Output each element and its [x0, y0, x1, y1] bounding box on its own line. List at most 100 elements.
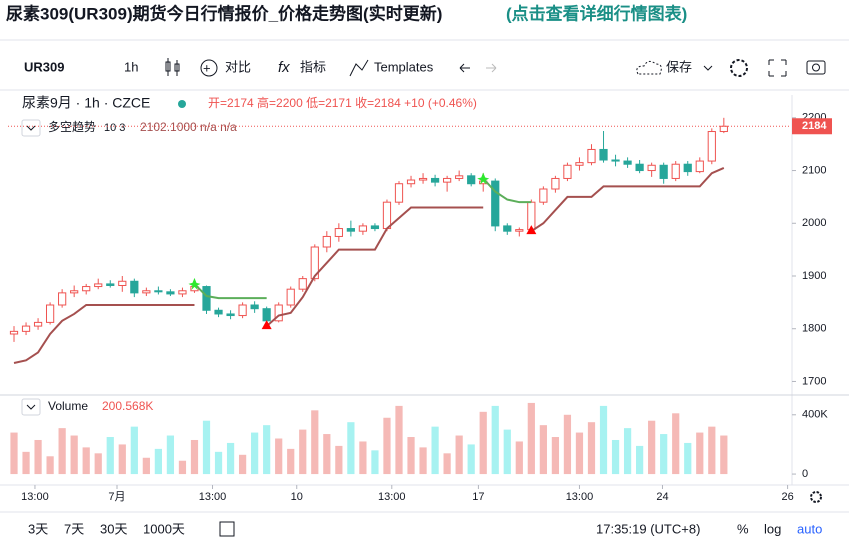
x-tick-label: 26 — [781, 491, 793, 503]
volume-name: Volume — [48, 399, 88, 413]
candle-body — [178, 290, 187, 295]
buy-signal — [261, 320, 272, 330]
candle-body — [719, 125, 728, 133]
percent[interactable]: % — [737, 521, 749, 536]
range[interactable]: 1000天 — [143, 521, 185, 536]
plus: + — [203, 60, 211, 75]
candle-body — [587, 148, 596, 164]
volume-bar — [672, 413, 680, 475]
symbol[interactable]: UR309 — [24, 59, 64, 74]
x-tick-label: 24 — [656, 491, 668, 503]
trend-line — [193, 283, 267, 300]
candle-body — [406, 179, 416, 185]
log[interactable]: log — [764, 521, 781, 536]
undo[interactable] — [459, 63, 470, 73]
volume-bar — [106, 437, 114, 475]
x-tick-label: 7月 — [108, 491, 125, 503]
range[interactable]: 30天 — [100, 521, 127, 536]
candle-icon[interactable] — [165, 58, 180, 76]
interval[interactable]: 1h — [124, 59, 138, 74]
compare-icon[interactable] — [200, 59, 218, 77]
legend-symbol: 尿素9月 · 1h · CZCE — [22, 95, 150, 111]
x-tick-label: 13:00 — [21, 491, 49, 503]
save[interactable]: 保存 — [666, 59, 692, 74]
trend-line — [266, 206, 484, 327]
volume-bar — [58, 428, 66, 475]
candle-body — [575, 162, 584, 166]
compare[interactable]: 对比 — [225, 59, 251, 74]
candle-body — [647, 164, 656, 172]
fullscreen[interactable] — [768, 59, 787, 77]
candle-body — [130, 280, 139, 294]
y-tick-label: 1800 — [802, 323, 826, 335]
indicators[interactable]: 指标 — [300, 59, 326, 74]
x-tick-label: 13:00 — [199, 491, 227, 503]
range[interactable]: 7天 — [64, 521, 84, 536]
volume-bar — [539, 425, 547, 475]
auto[interactable]: auto — [797, 521, 822, 536]
collapse-button[interactable] — [21, 119, 41, 137]
volume-bar — [118, 444, 126, 475]
volume-bar — [46, 456, 54, 475]
y-tick-label: 2100 — [802, 164, 826, 176]
candle-body — [21, 325, 31, 332]
volume-bar — [563, 414, 572, 475]
trend-line — [13, 304, 195, 364]
y-tick-label: 2000 — [802, 217, 826, 229]
candle-body — [683, 163, 692, 173]
templates[interactable]: Templates — [374, 59, 434, 74]
x-tick-label: 17 — [472, 491, 484, 503]
volume-bar — [34, 439, 42, 475]
volume-bar — [419, 447, 427, 475]
x-tick-label: 10 — [291, 491, 303, 503]
volume-bar — [323, 434, 331, 475]
volume-bar — [431, 426, 439, 475]
snapshot[interactable] — [806, 60, 826, 75]
redo[interactable] — [486, 63, 497, 73]
volume-bar — [407, 437, 415, 475]
candle-body — [82, 286, 91, 292]
range[interactable]: 3天 — [28, 521, 48, 536]
candle-body — [166, 291, 175, 295]
volume-bar — [22, 451, 30, 475]
volume-bar — [166, 435, 175, 475]
volume-bar — [395, 405, 403, 475]
volume-bar — [94, 453, 102, 475]
indicator-name: 多空趋势 — [48, 120, 96, 134]
volume-bar — [636, 445, 644, 475]
detail-link[interactable]: (点击查看详细行情图表) — [506, 3, 687, 23]
trend-line — [482, 177, 532, 204]
candle-body — [539, 188, 548, 203]
volume-value: 200.568K — [102, 399, 153, 413]
volume-bar — [70, 435, 78, 475]
templates-icon[interactable] — [349, 59, 369, 77]
candle-body — [226, 313, 235, 317]
volume-bar — [275, 438, 283, 475]
candle-body — [238, 304, 247, 317]
goto-date[interactable] — [219, 521, 235, 537]
cloud-icon[interactable] — [636, 60, 662, 75]
volume-bar — [10, 432, 18, 475]
candle-body — [430, 177, 440, 183]
candle-body — [382, 201, 392, 230]
candle-body — [262, 308, 271, 322]
volume-bar — [287, 448, 295, 475]
candle-body — [503, 225, 512, 232]
candle-body — [611, 159, 620, 162]
volume-bar — [238, 454, 247, 475]
candle-body — [659, 164, 668, 179]
settings[interactable] — [730, 59, 748, 77]
last-price-box — [792, 118, 832, 135]
fx-icon[interactable]: fx — [278, 59, 290, 76]
collapse-button[interactable] — [21, 398, 41, 416]
page-title: 尿素309(UR309)期货今日行情报价_价格走势图(实时更新) — [6, 3, 442, 23]
candle-body — [467, 175, 476, 185]
candle-body — [599, 148, 608, 161]
dropdown[interactable] — [703, 65, 713, 71]
last-price-label: 2184 — [802, 120, 827, 132]
volume-bar — [660, 434, 668, 475]
axis-settings[interactable] — [810, 491, 822, 503]
candle-body — [58, 292, 67, 306]
candle-body — [142, 290, 151, 294]
candle-body — [491, 180, 500, 227]
